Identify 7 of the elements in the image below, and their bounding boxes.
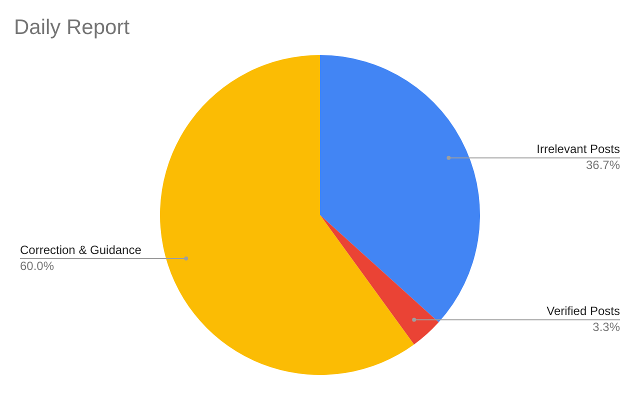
slice-label: Verified Posts	[546, 304, 620, 318]
data-label: 60.0%	[20, 258, 54, 273]
chart-title: Daily Report	[14, 16, 130, 40]
data-label: 36.7%	[586, 158, 620, 172]
slice-label: Irrelevant Posts	[536, 142, 620, 156]
data-label: 3.3%	[592, 320, 620, 334]
slice-label: Correction & Guidance	[20, 242, 142, 257]
